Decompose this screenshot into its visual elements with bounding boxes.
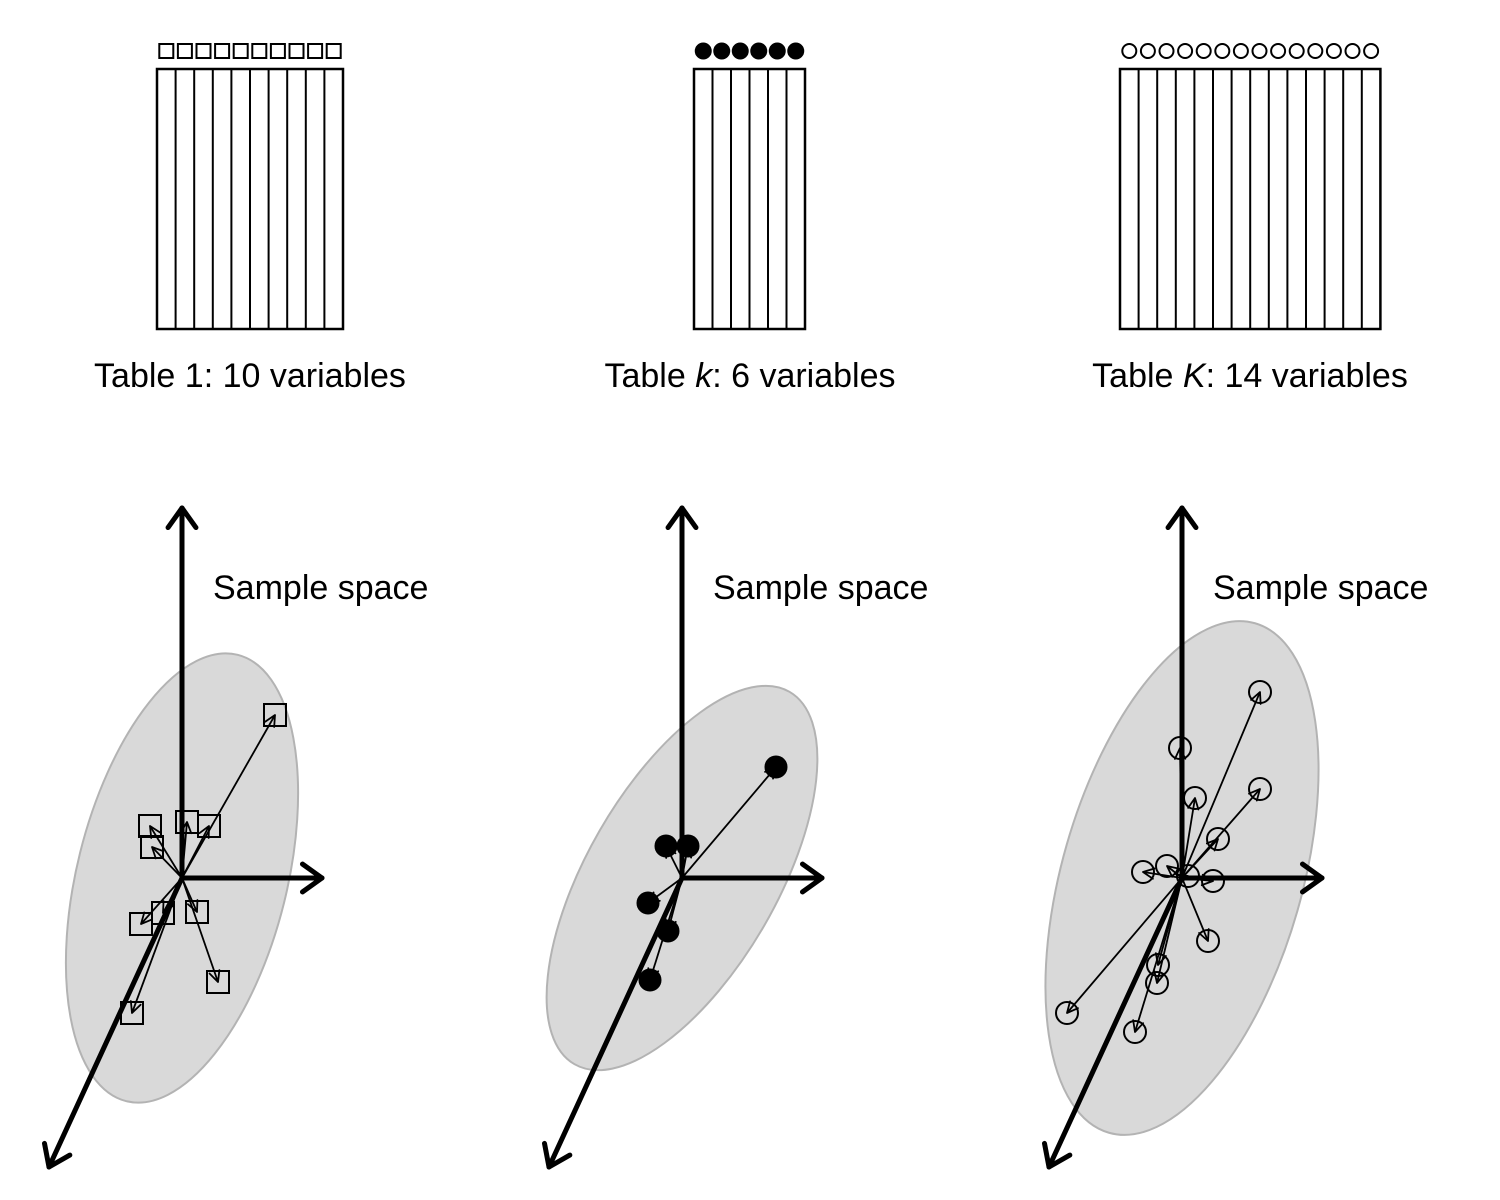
table-K-variable-marker (1215, 44, 1229, 58)
sample-space-label-1: Sample space (213, 566, 428, 610)
table-k-variable-marker (769, 43, 785, 59)
table-k-variable-marker (714, 43, 730, 59)
table-K-variable-marker (1160, 44, 1174, 58)
table-1-variable-marker (308, 44, 322, 58)
table-K-variable-marker (1178, 44, 1192, 58)
table-k-label-prefix: Table (604, 357, 695, 395)
table-k-variable-marker (788, 43, 804, 59)
table-K-variable-marker (1253, 44, 1267, 58)
table-1-variable-marker (271, 44, 285, 58)
table-k-label: Table k: 6 variables (550, 354, 950, 398)
table-k-variable-point (655, 835, 677, 857)
table-k-variable-point (677, 835, 699, 857)
data-tables (157, 43, 1380, 329)
table-k-variable-point (639, 969, 661, 991)
table-k-label-index: k (695, 357, 712, 395)
table-K-label-prefix: Table (1092, 357, 1183, 395)
table-k-variable-marker (732, 43, 748, 59)
table-1-label: Table 1: 10 variables (50, 354, 450, 398)
table-K-variable-marker (1122, 44, 1136, 58)
table-K-label: Table K: 14 variables (1050, 354, 1450, 398)
table-k-variable-point (637, 892, 659, 914)
table-k-variable-point (765, 756, 787, 778)
table-K-variable-marker (1271, 44, 1285, 58)
table-1-table (157, 44, 343, 329)
table-1-variable-marker (252, 44, 266, 58)
table-K-label-index: K (1183, 357, 1206, 395)
table-1-variable-marker (290, 44, 304, 58)
table-K-variable-marker (1327, 44, 1341, 58)
table-1-variable-marker (327, 44, 341, 58)
table-K-variable-marker (1364, 44, 1378, 58)
table-1-variable-marker (234, 44, 248, 58)
table-1-label-index: 1 (185, 357, 204, 395)
table-K-variable-marker (1234, 44, 1248, 58)
table-1-variable-marker (197, 44, 211, 58)
table-1-variable-marker (159, 44, 173, 58)
table-1-variable-marker (178, 44, 192, 58)
table-k-variable-marker (751, 43, 767, 59)
table-k-table (694, 43, 805, 329)
table-K-variable-marker (1141, 44, 1155, 58)
sample-space-label-K: Sample space (1213, 566, 1428, 610)
table-K-table (1120, 44, 1380, 329)
table-K-variable-marker (1290, 44, 1304, 58)
table-K-label-suffix: : 14 variables (1206, 357, 1408, 395)
table-K-variable-marker (1346, 44, 1360, 58)
table-k-variable-marker (695, 43, 711, 59)
table-1-label-suffix: : 10 variables (204, 357, 406, 395)
table-K-variable-marker (1308, 44, 1322, 58)
sample-space-label-k: Sample space (713, 566, 928, 610)
table-k-label-suffix: : 6 variables (712, 357, 895, 395)
table-1-label-prefix: Table (94, 357, 185, 395)
table-K-variable-marker (1197, 44, 1211, 58)
table-1-variable-marker (215, 44, 229, 58)
